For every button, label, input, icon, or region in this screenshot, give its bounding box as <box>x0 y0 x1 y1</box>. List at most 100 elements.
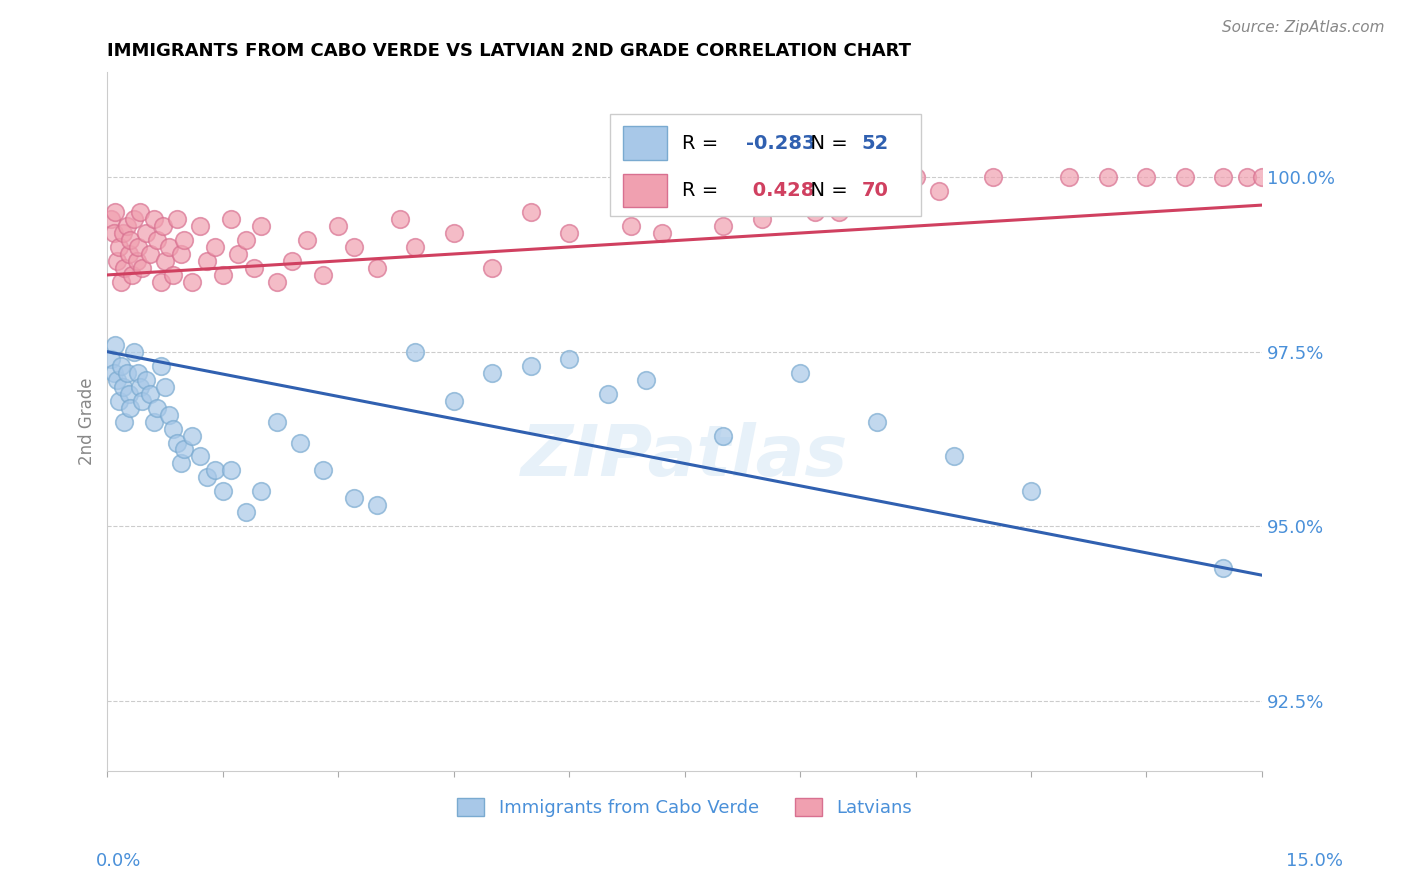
Point <box>312 463 335 477</box>
Point <box>112 415 135 429</box>
Point <box>219 212 242 227</box>
Point <box>110 275 132 289</box>
Point <box>105 373 128 387</box>
Point <box>804 205 827 219</box>
Point <box>146 401 169 415</box>
Point <box>169 457 191 471</box>
Point <box>157 408 180 422</box>
Point <box>981 170 1004 185</box>
Point <box>789 366 811 380</box>
Point <box>118 386 141 401</box>
Point <box>297 233 319 247</box>
Point <box>120 233 142 247</box>
Point <box>138 247 160 261</box>
Point <box>111 379 134 393</box>
Point <box>153 254 176 268</box>
Point <box>928 184 950 198</box>
Point <box>288 435 311 450</box>
Point <box>124 212 146 227</box>
Point <box>181 275 204 289</box>
Point <box>204 240 226 254</box>
Text: 0.0%: 0.0% <box>96 852 141 870</box>
Text: 15.0%: 15.0% <box>1285 852 1343 870</box>
Point <box>651 226 673 240</box>
Point <box>110 359 132 373</box>
Point <box>157 240 180 254</box>
Point <box>105 254 128 268</box>
Text: R =: R = <box>682 134 725 153</box>
Point <box>188 450 211 464</box>
Point <box>343 240 366 254</box>
Point <box>121 268 143 282</box>
Point <box>558 351 581 366</box>
Point <box>827 205 849 219</box>
Point <box>404 240 426 254</box>
Point <box>125 254 148 268</box>
Point <box>1135 170 1157 185</box>
Point <box>142 212 165 227</box>
Point <box>124 344 146 359</box>
FancyBboxPatch shape <box>623 174 668 207</box>
Point <box>197 470 219 484</box>
Point <box>150 275 173 289</box>
Point <box>127 240 149 254</box>
Point <box>443 226 465 240</box>
Point <box>673 198 696 212</box>
Point <box>108 240 131 254</box>
Point <box>1059 170 1081 185</box>
Point <box>596 386 619 401</box>
Point <box>118 247 141 261</box>
Point <box>866 415 889 429</box>
Point <box>250 484 273 499</box>
Point <box>169 247 191 261</box>
FancyBboxPatch shape <box>623 126 668 160</box>
Point <box>115 366 138 380</box>
Point <box>104 337 127 351</box>
Text: 52: 52 <box>862 134 889 153</box>
Point <box>162 268 184 282</box>
Point <box>366 260 388 275</box>
Point <box>1019 484 1042 499</box>
Text: IMMIGRANTS FROM CABO VERDE VS LATVIAN 2ND GRADE CORRELATION CHART: IMMIGRANTS FROM CABO VERDE VS LATVIAN 2N… <box>107 42 911 60</box>
Point <box>135 373 157 387</box>
Point <box>138 386 160 401</box>
Point <box>404 344 426 359</box>
Point <box>112 260 135 275</box>
Point <box>204 463 226 477</box>
Point <box>211 268 233 282</box>
Point <box>152 219 174 233</box>
Point <box>312 268 335 282</box>
Point <box>115 219 138 233</box>
Text: 70: 70 <box>862 181 889 200</box>
Point <box>128 379 150 393</box>
Point <box>153 379 176 393</box>
Point <box>1097 170 1119 185</box>
Point <box>250 219 273 233</box>
Point <box>328 219 350 233</box>
Point <box>343 491 366 506</box>
Point <box>142 415 165 429</box>
Point <box>1212 170 1234 185</box>
Point <box>636 373 658 387</box>
Point <box>266 275 288 289</box>
Point <box>620 219 643 233</box>
Point <box>150 359 173 373</box>
Text: ZIPatlas: ZIPatlas <box>522 422 848 491</box>
Point <box>711 219 734 233</box>
Point <box>173 442 195 457</box>
Point <box>111 226 134 240</box>
Point <box>211 484 233 499</box>
Point <box>242 260 264 275</box>
Point <box>173 233 195 247</box>
Point <box>1236 170 1258 185</box>
Point <box>131 260 153 275</box>
Y-axis label: 2nd Grade: 2nd Grade <box>79 378 96 466</box>
Point <box>1174 170 1197 185</box>
Point <box>443 393 465 408</box>
Point <box>558 226 581 240</box>
Point <box>519 359 541 373</box>
Point <box>388 212 411 227</box>
Legend: Immigrants from Cabo Verde, Latvians: Immigrants from Cabo Verde, Latvians <box>450 790 920 824</box>
Point <box>146 233 169 247</box>
Point <box>519 205 541 219</box>
